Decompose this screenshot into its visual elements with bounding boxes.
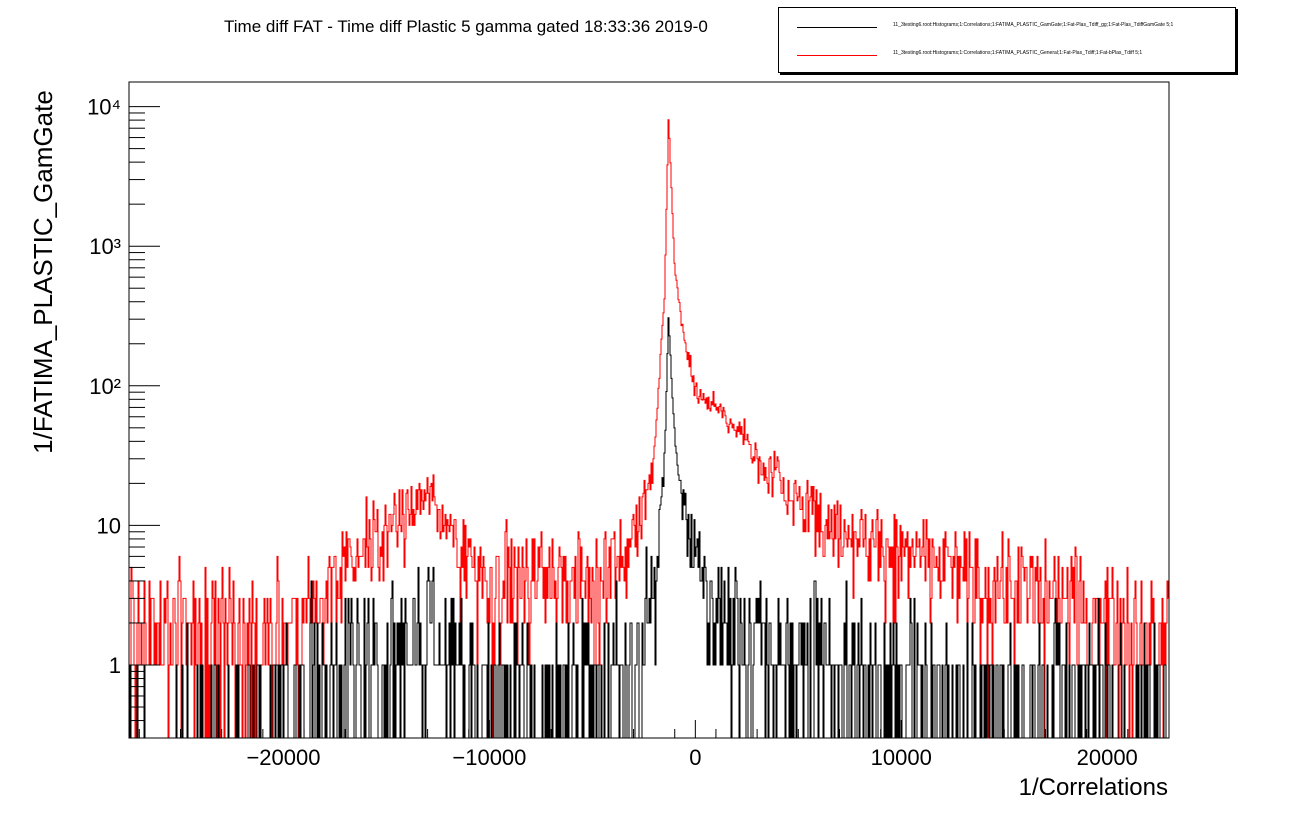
legend-swatch-red — [797, 55, 877, 56]
y-tick-label: 10³ — [89, 234, 121, 259]
black-series-histogram — [129, 317, 1169, 739]
legend-entry-black: 11_3testing6.root:Histograms;1:Correlati… — [779, 18, 1235, 38]
x-tick-label: 0 — [689, 745, 701, 770]
y-tick-label: 10² — [89, 374, 121, 399]
y-axis-label: 1/FATIMA_PLASTIC_GamGate — [28, 90, 58, 454]
x-tick-label: 10000 — [871, 745, 932, 770]
x-tick-label: −20000 — [246, 745, 320, 770]
x-tick-label: 20000 — [1077, 745, 1138, 770]
x-axis-label: 1/Correlations — [1019, 774, 1168, 801]
axes: −20000 −10000 0 10000 20000 1 10 10² 10³ 10⁴ — [87, 95, 1170, 770]
y-tick-label: 1 — [109, 653, 121, 678]
chart-title: Time diff FAT - Time diff Plastic 5 gamm… — [224, 17, 708, 36]
red-series-histogram — [129, 119, 1169, 739]
y-tick-label: 10⁴ — [87, 95, 121, 120]
legend-swatch-black — [797, 27, 877, 28]
legend-label-black: 11_3testing6.root:Histograms;1:Correlati… — [893, 22, 1174, 28]
x-tick-label: −10000 — [452, 745, 526, 770]
y-tick-label: 10 — [97, 513, 121, 538]
legend-entry-red: 11_3testing6.root:Histograms;1:Correlati… — [779, 46, 1235, 66]
legend-label-red: 11_3testing6.root:Histograms;1:Correlati… — [893, 50, 1143, 56]
histogram-line — [129, 119, 1169, 739]
legend: 11_3testing6.root:Histograms;1:Correlati… — [778, 7, 1236, 73]
plot-frame — [128, 81, 1170, 739]
histogram-line — [129, 317, 1169, 739]
